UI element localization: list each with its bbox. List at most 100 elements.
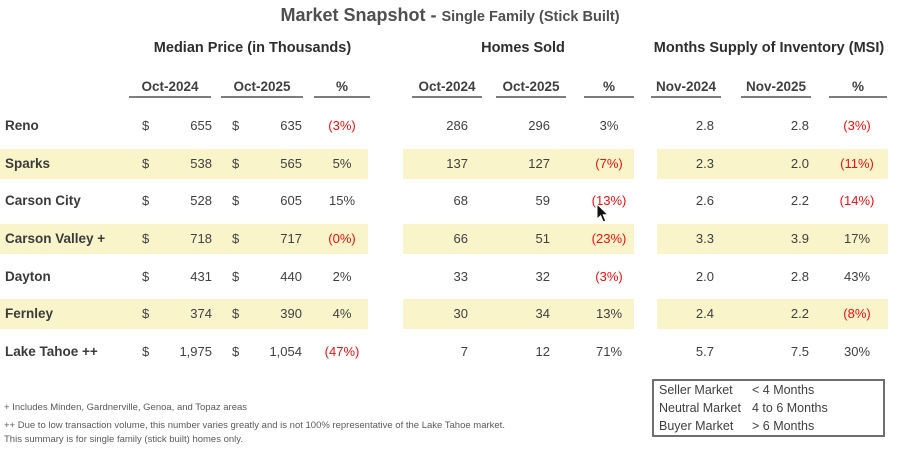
cell-mp-percent: 15%	[328, 193, 356, 208]
cell-mp-oct2024: 1,975	[179, 344, 212, 359]
column-header-msi-nov-2024: Nov-2024	[651, 76, 721, 98]
cell-msi-nov2024: 5.7	[695, 344, 714, 359]
row-highlight-band	[657, 224, 888, 254]
cell-hs-oct2024: 33	[453, 269, 468, 284]
page-title-separator: -	[425, 5, 442, 25]
cell-mp-oct2025: 717	[280, 231, 302, 246]
cell-msi-nov2024: 2.8	[695, 118, 714, 133]
cell-mp-oct2024: 538	[190, 156, 212, 171]
cell-mp-oct2025: 390	[280, 306, 302, 321]
cell-mp-oct2025: 565	[280, 156, 302, 171]
currency-symbol: $	[232, 193, 240, 208]
legend-label: Buyer Market	[659, 419, 734, 433]
table-row-dayton: Dayton $ 431 $ 440 2% 33 32 (3%) 2.0 2.8…	[0, 262, 900, 292]
column-header-hs-oct-2024: Oct-2024	[412, 76, 482, 98]
cell-hs-oct2025: 12	[535, 344, 550, 359]
row-highlight-band	[0, 299, 368, 329]
cell-hs-oct2024: 286	[446, 118, 468, 133]
table-row-reno: Reno $ 655 $ 635 (3%) 286 296 3% 2.8 2.8…	[0, 111, 900, 141]
row-highlight-band	[0, 149, 368, 179]
row-label: Carson City	[5, 193, 81, 208]
cell-mp-percent: (0%)	[328, 231, 356, 246]
legend-value: > 6 Months	[752, 419, 815, 433]
cell-msi-nov2024: 2.0	[695, 269, 714, 284]
cell-msi-nov2025: 2.8	[790, 118, 809, 133]
cell-hs-oct2024: 30	[453, 306, 468, 321]
row-highlight-band	[657, 299, 888, 329]
currency-symbol: $	[232, 156, 240, 171]
footnote-summary: This summary is for single family (stick…	[4, 434, 243, 445]
cell-hs-percent: (3%)	[595, 269, 623, 284]
legend-row-buyer: Buyer Market > 6 Months	[654, 417, 883, 435]
cell-msi-percent: 43%	[843, 269, 871, 284]
cell-msi-nov2025: 7.5	[790, 344, 809, 359]
cell-hs-oct2025: 32	[535, 269, 550, 284]
legend-label: Neutral Market	[659, 401, 741, 415]
cell-msi-percent: 17%	[843, 231, 871, 246]
page-title: Market Snapshot - Single Family (Stick B…	[0, 2, 900, 28]
row-label: Carson Valley +	[5, 231, 106, 246]
table-row-sparks: Sparks $ 538 $ 565 5% 137 127 (7%) 2.3 2…	[0, 149, 900, 179]
cell-hs-percent: 13%	[595, 306, 623, 321]
cell-msi-nov2024: 3.3	[695, 231, 714, 246]
cell-msi-nov2025: 2.8	[790, 269, 809, 284]
page-title-subtitle: Single Family (Stick Built)	[441, 9, 620, 25]
footnote-plus: + Includes Minden, Gardnerville, Genoa, …	[4, 402, 248, 413]
column-header-mp-oct-2025: Oct-2025	[221, 76, 303, 98]
legend-label: Seller Market	[659, 383, 733, 397]
cell-msi-nov2024: 2.6	[695, 193, 714, 208]
table-row-fernley: Fernley $ 374 $ 390 4% 30 34 13% 2.4 2.2…	[0, 299, 900, 329]
cell-mp-percent: 2%	[332, 269, 352, 284]
row-label: Reno	[5, 118, 39, 133]
section-header-median-price: Median Price (in Thousands)	[153, 40, 352, 56]
cell-hs-oct2025: 59	[535, 193, 550, 208]
row-label: Dayton	[5, 269, 51, 284]
legend-value: 4 to 6 Months	[752, 401, 828, 415]
table-row-carson-valley: Carson Valley + $ 718 $ 717 (0%) 66 51 (…	[0, 224, 900, 254]
cell-msi-percent: (14%)	[839, 193, 875, 208]
currency-symbol: $	[232, 306, 240, 321]
currency-symbol: $	[142, 269, 150, 284]
footnote-plus-plus: ++ Due to low transaction volume, this n…	[4, 420, 505, 431]
currency-symbol: $	[142, 344, 150, 359]
row-highlight-band	[0, 224, 368, 254]
page-title-main: Market Snapshot	[280, 5, 426, 25]
cell-msi-percent: 30%	[843, 344, 871, 359]
column-header-msi-nov-2025: Nov-2025	[741, 76, 811, 98]
cell-msi-percent: (3%)	[843, 118, 871, 133]
cell-mp-oct2025: 605	[280, 193, 302, 208]
column-header-hs-percent: %	[584, 76, 634, 98]
column-header-hs-oct-2025: Oct-2025	[496, 76, 566, 98]
currency-symbol: $	[142, 156, 150, 171]
row-label: Lake Tahoe ++	[5, 344, 98, 359]
table-row-lake-tahoe: Lake Tahoe ++ $ 1,975 $ 1,054 (47%) 7 12…	[0, 337, 900, 367]
row-label: Sparks	[5, 156, 51, 171]
cell-msi-nov2024: 2.3	[695, 156, 714, 171]
currency-symbol: $	[142, 193, 150, 208]
cell-mp-oct2025: 1,054	[269, 344, 302, 359]
currency-symbol: $	[232, 269, 240, 284]
section-header-homes-sold: Homes Sold	[481, 40, 565, 56]
currency-symbol: $	[142, 118, 150, 133]
legend-row-seller: Seller Market < 4 Months	[654, 381, 883, 399]
cell-msi-nov2025: 2.0	[790, 156, 809, 171]
cell-mp-oct2024: 528	[190, 193, 212, 208]
cell-hs-oct2024: 137	[446, 156, 468, 171]
cell-msi-nov2025: 2.2	[790, 193, 809, 208]
currency-symbol: $	[232, 344, 240, 359]
legend-value: < 4 Months	[752, 383, 815, 397]
table-row-carson-city: Carson City $ 528 $ 605 15% 68 59 (13%) …	[0, 186, 900, 216]
legend-row-neutral: Neutral Market 4 to 6 Months	[654, 399, 883, 417]
cell-mp-oct2024: 655	[190, 118, 212, 133]
currency-symbol: $	[142, 231, 150, 246]
cell-mp-oct2025: 635	[280, 118, 302, 133]
column-header-mp-percent: %	[314, 76, 370, 98]
cell-hs-oct2025: 34	[535, 306, 550, 321]
row-highlight-band	[403, 149, 634, 179]
cell-mp-oct2024: 718	[190, 231, 212, 246]
cell-hs-oct2025: 127	[528, 156, 550, 171]
cell-hs-percent: (13%)	[591, 193, 627, 208]
cell-msi-nov2024: 2.4	[695, 306, 714, 321]
cell-hs-percent: (7%)	[595, 156, 623, 171]
cell-mp-oct2024: 374	[190, 306, 212, 321]
